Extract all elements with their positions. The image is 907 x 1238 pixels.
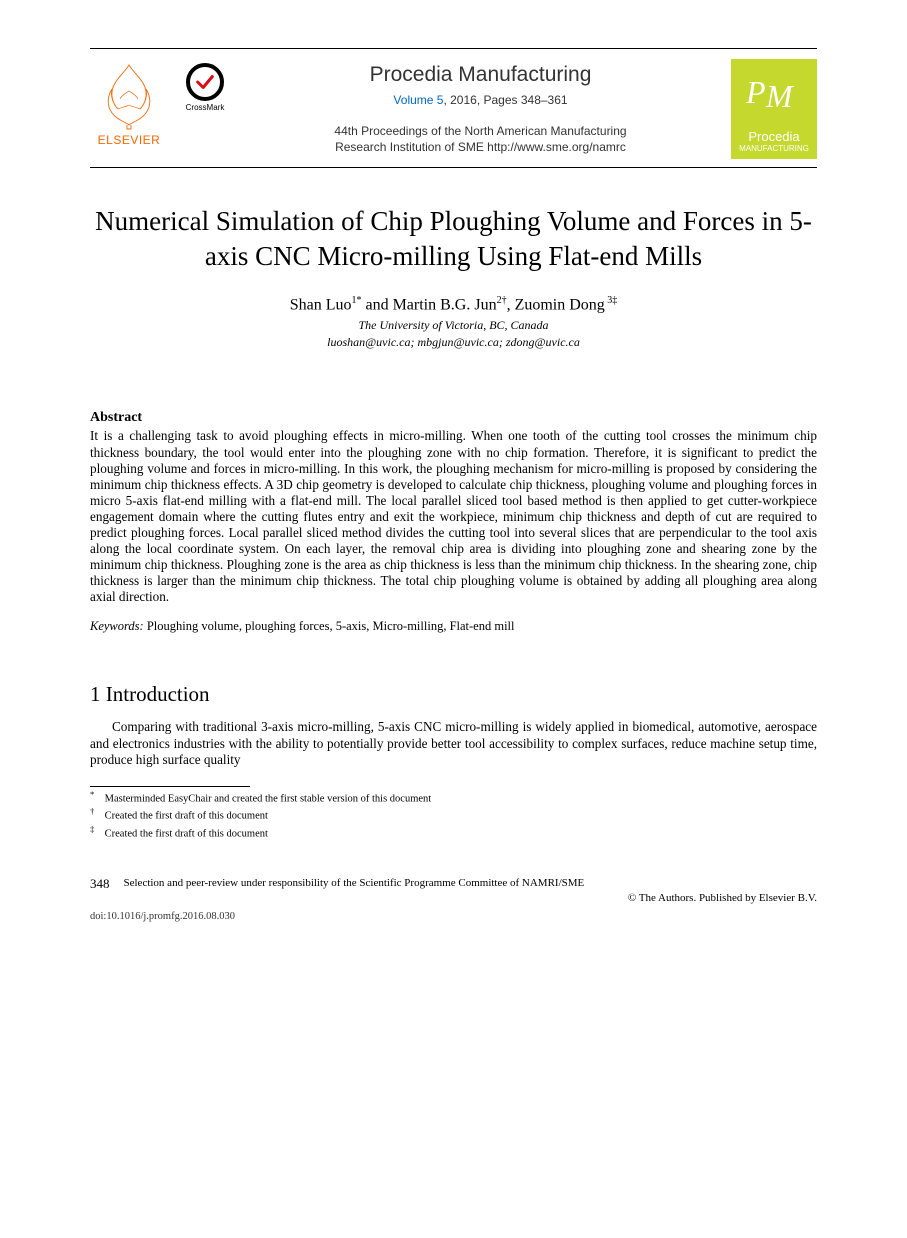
svg-text:P: P [745, 74, 766, 110]
footnote-1: * Masterminded EasyChair and created the… [90, 789, 817, 807]
abstract-section: Abstract It is a challenging task to avo… [90, 410, 817, 605]
badge-subtitle: MANUFACTURING [739, 144, 809, 153]
fn1-text: Masterminded EasyChair and created the f… [102, 793, 431, 804]
footer-copyright: © The Authors. Published by Elsevier B.V… [124, 891, 818, 906]
volume-link[interactable]: Volume 5 [393, 93, 443, 107]
author-sep: , [507, 296, 515, 313]
author-emails: luoshan@uvic.ca; mbgjun@uvic.ca; zdong@u… [90, 335, 817, 350]
section-1-paragraph: Comparing with traditional 3-axis micro-… [90, 719, 817, 767]
journal-name: Procedia Manufacturing [370, 63, 592, 87]
elsevier-label: ELSEVIER [98, 133, 161, 147]
author-1: Shan Luo [290, 296, 352, 313]
footnote-3: ‡ Created the first draft of this docume… [90, 824, 817, 842]
conf-line-2: Research Institution of SME http://www.s… [335, 140, 626, 154]
badge-title: Procedia [748, 129, 799, 144]
author-1-sup: 1* [351, 295, 361, 306]
conf-line-1: 44th Proceedings of the North American M… [334, 124, 626, 138]
author-and: and [361, 296, 392, 313]
affiliation: The University of Victoria, BC, Canada [90, 318, 817, 333]
procedia-badge: P M Procedia MANUFACTURING [731, 59, 817, 159]
footer-selection: Selection and peer-review under responsi… [124, 876, 818, 891]
journal-issue: Volume 5, 2016, Pages 348–361 [393, 93, 567, 107]
fn3-mark: ‡ [90, 824, 102, 836]
crossmark-check-icon [186, 63, 224, 101]
keywords-text: Ploughing volume, ploughing forces, 5-ax… [144, 619, 515, 633]
abstract-text: It is a challenging task to avoid plough… [90, 428, 817, 605]
procedia-pm-icon: P M [744, 69, 804, 113]
fn2-mark: † [90, 806, 102, 818]
elsevier-tree-icon [94, 59, 164, 131]
author-2-sup: 2† [497, 295, 507, 306]
footer-text: Selection and peer-review under responsi… [124, 876, 818, 906]
fn1-mark: * [90, 789, 102, 801]
author-2: Martin B.G. Jun [393, 296, 497, 313]
author-3: Zuomin Dong [515, 296, 605, 313]
journal-info: Procedia Manufacturing Volume 5, 2016, P… [242, 59, 719, 155]
doi-line: doi:10.1016/j.promfg.2016.08.030 [90, 911, 817, 922]
footnotes: * Masterminded EasyChair and created the… [90, 789, 817, 842]
crossmark-label: CrossMark [186, 103, 225, 112]
abstract-heading: Abstract [90, 410, 817, 426]
author-3-sup: 3‡ [605, 295, 618, 306]
conference-info: 44th Proceedings of the North American M… [334, 123, 626, 155]
author-list: Shan Luo1* and Martin B.G. Jun2†, Zuomin… [90, 295, 817, 314]
footnote-2: † Created the first draft of this docume… [90, 806, 817, 824]
footnote-rule [90, 786, 250, 787]
keywords-line: Keywords: Ploughing volume, ploughing fo… [90, 619, 817, 634]
elsevier-logo: ELSEVIER [90, 59, 168, 147]
section-1-heading: 1 Introduction [90, 682, 817, 707]
keywords-label: Keywords: [90, 619, 144, 633]
fn3-text: Created the first draft of this document [102, 829, 268, 840]
fn2-text: Created the first draft of this document [102, 811, 268, 822]
journal-header: ELSEVIER CrossMark Procedia Manufacturin… [90, 48, 817, 168]
year-pages: , 2016, Pages 348–361 [443, 93, 567, 107]
page-footer: 348 Selection and peer-review under resp… [90, 876, 817, 906]
svg-text:M: M [765, 78, 795, 113]
crossmark-badge[interactable]: CrossMark [180, 63, 230, 112]
paper-title: Numerical Simulation of Chip Ploughing V… [90, 204, 817, 273]
page-number: 348 [90, 876, 110, 892]
